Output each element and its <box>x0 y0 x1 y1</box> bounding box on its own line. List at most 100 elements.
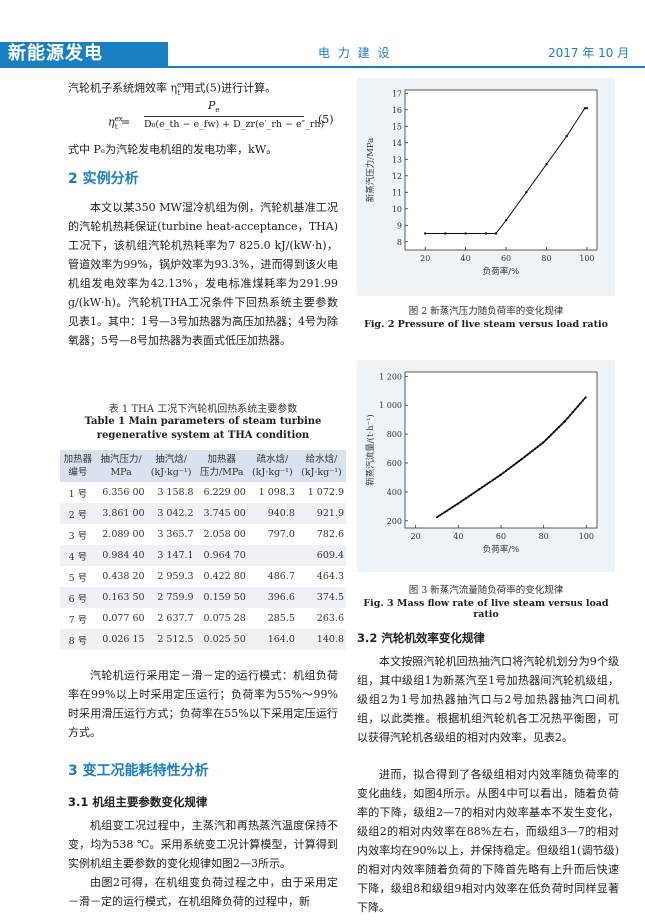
fig3-data-point <box>488 480 492 484</box>
fig3-data-point <box>496 475 499 478</box>
fig3-data-point <box>459 500 462 503</box>
figure-3-caption-en: Fig. 3 Mass flow rate of live steam vers… <box>363 598 609 620</box>
table-cell: 3 042.2 <box>157 508 194 519</box>
table-row: 4 号 0.984 40 3 147.1 0.964 70 609.4 <box>60 545 346 566</box>
fig2-x-tick-label: 80 <box>541 254 551 263</box>
figure-2-panel: 20 40 60 80 100 8 9 10 11 12 13 14 15 16 17 负荷率/% 新蒸汽压力/… <box>357 78 615 296</box>
fig3-y-tick-label: 1 200 <box>379 372 402 381</box>
equation-5: ηext = Pe D₀(e_th − e_fw) + D_zr(e′_rh −… <box>108 99 334 131</box>
fig3-data-point <box>499 473 503 476</box>
section-3-2-paragraph-2: 进而，拟合得到了各级组相对内效率随负荷率的变化曲线，如图4所示。从图4中可以看出… <box>357 768 619 914</box>
fig3-data-point <box>539 443 542 446</box>
fig3-data-point <box>521 457 524 460</box>
table-cell: 3 号 <box>68 530 88 542</box>
table-cell: 3 365.7 <box>157 529 194 540</box>
section-3-1-paragraph: 机组变工况过程中，主蒸汽和再热蒸汽温度保持不变，均为538 ℃。采用系统变工况计… <box>68 819 338 870</box>
fig3-data-point <box>453 504 457 507</box>
fig3-data-point <box>571 411 574 414</box>
fig3-data-point <box>579 402 582 405</box>
fig3-data-point <box>581 399 585 402</box>
table-cell: 0.438 20 <box>102 571 145 582</box>
table-cell: 2 512.5 <box>157 634 194 645</box>
fig3-data-point <box>515 462 518 465</box>
col-header: 加热器 编号 <box>63 454 93 478</box>
figure-3-caption-cn: 图 3 新蒸汽流量随负荷率的变化规律 <box>408 585 564 596</box>
table-cell: 0.984 40 <box>102 550 145 561</box>
figure-3-chart: 20 40 60 80 100 200 400 600 800 1 000 1 200 负荷率/% 新蒸… <box>365 371 598 555</box>
fig3-data-point <box>475 490 478 493</box>
fig3-y-axis-label: 新蒸汽流量/(t·h⁻¹) <box>365 414 376 485</box>
fig3-data-point <box>486 482 489 485</box>
table-cell: 6.356 00 <box>102 487 145 498</box>
fig3-data-point <box>526 453 529 456</box>
section-3-2-heading: 3.2 汽轮机效率变化规律 <box>357 631 485 645</box>
table-cell: 464.3 <box>316 571 344 582</box>
fig2-y-tick-label: 9 <box>397 221 402 230</box>
formula-intro: 汽轮机子系统㶲效率 ηext 用式(5)进行计算。 <box>68 81 277 97</box>
table-cell: 285.5 <box>267 613 295 624</box>
fig3-data-point <box>528 451 532 454</box>
figure-2-caption-en: Fig. 2 Pressure of live steam versus loa… <box>364 319 608 330</box>
fig3-data-point <box>507 467 510 470</box>
fig3-data-point <box>472 491 475 495</box>
fig2-data-point <box>545 163 548 166</box>
fig2-data-point <box>583 106 587 110</box>
fig3-plot-frame <box>404 371 598 529</box>
fig2-data-point <box>484 232 488 235</box>
fig2-x-tick-label: 40 <box>461 254 471 263</box>
table-cell <box>248 545 297 566</box>
figure-2-chart: 20 40 60 80 100 8 9 10 11 12 13 14 15 16 17 负荷率/% 新蒸汽压力/… <box>365 89 598 277</box>
fig2-plot-frame <box>404 89 598 251</box>
fig3-y-tick-label: 200 <box>387 517 402 526</box>
fig3-y-tick-label: 1 000 <box>379 401 402 410</box>
fig2-y-tick-label: 8 <box>397 238 402 247</box>
table-cell: 2 号 <box>68 509 88 521</box>
table-cell: 0.026 15 <box>102 634 145 645</box>
table-cell: 940.8 <box>267 508 295 519</box>
figure-2-caption-cn: 图 2 新蒸汽压力随负荷率的变化规律 <box>408 306 564 317</box>
col-header: 抽汽焓/(kJ·kg⁻¹) <box>150 454 192 478</box>
fig3-x-tick-label: 100 <box>579 532 594 541</box>
table-row: 6 号 0.163 50 2 759.9 0.159 50 396.6 374.5 <box>60 587 346 608</box>
fig3-x-axis-label: 负荷率/% <box>483 544 519 555</box>
table-cell: 8 号 <box>68 635 88 647</box>
table-cell: 0.422 80 <box>203 571 246 582</box>
fig3-data-point <box>512 463 515 467</box>
table-cell: 1 072.9 <box>307 487 344 498</box>
fig2-y-tick-label: 13 <box>392 155 402 164</box>
table-cell: 2.089 00 <box>102 529 145 540</box>
col-header: 抽汽压力/MPa <box>100 454 142 478</box>
fig3-data-point <box>441 512 444 515</box>
table-cell: 7 号 <box>68 614 88 626</box>
fig3-y-tick-label: 400 <box>387 488 402 497</box>
table-cell: 2 959.3 <box>157 571 194 582</box>
fig2-x-tick-label: 20 <box>420 254 430 263</box>
table-cell: 3.745 00 <box>203 508 246 519</box>
figure-3-panel: 20 40 60 80 100 200 400 600 800 1 000 1 200 负荷率/% 新蒸… <box>357 360 615 572</box>
journal-column-tag: 新能源发电 <box>0 42 168 66</box>
fig2-data-point <box>424 232 427 235</box>
table-cell: 6 号 <box>68 593 88 605</box>
fig3-data-point <box>517 460 521 463</box>
fig3-data-point <box>536 445 539 448</box>
table-cell: 0.025 50 <box>203 634 246 645</box>
fig3-data-point <box>502 471 505 474</box>
fig3-data-point <box>576 405 579 408</box>
fig3-data-point <box>467 495 470 498</box>
fig2-data-point <box>464 232 467 235</box>
fig3-data-point <box>481 486 484 489</box>
table-cell: 3 158.8 <box>157 487 194 498</box>
fig3-x-tick-label: 80 <box>539 532 549 541</box>
table-cell: 0.964 70 <box>203 550 246 561</box>
table-cell: 486.7 <box>267 571 295 582</box>
table-cell: 797.0 <box>267 529 295 540</box>
section-3-1-paragraph-2: 由图2可得，在机组变负荷过程之中，由于采用定－滑－定的运行模式，在机组降负荷的过… <box>68 876 338 908</box>
fig2-y-tick-label: 15 <box>392 122 402 131</box>
section-3-1-heading: 3.1 机组主要参数变化规律 <box>68 795 208 809</box>
table-cell: 4 号 <box>68 551 88 563</box>
fig3-data-point <box>470 493 473 496</box>
section-3-2-paragraph: 本文按照汽轮机回热抽汽口将汽轮机划分为9个级组，其中级组1为新蒸汽至1号加热器间… <box>357 655 619 744</box>
fig3-data-point <box>510 465 513 469</box>
fig2-x-tick-label: 60 <box>501 254 511 263</box>
fig3-data-point <box>547 435 550 439</box>
